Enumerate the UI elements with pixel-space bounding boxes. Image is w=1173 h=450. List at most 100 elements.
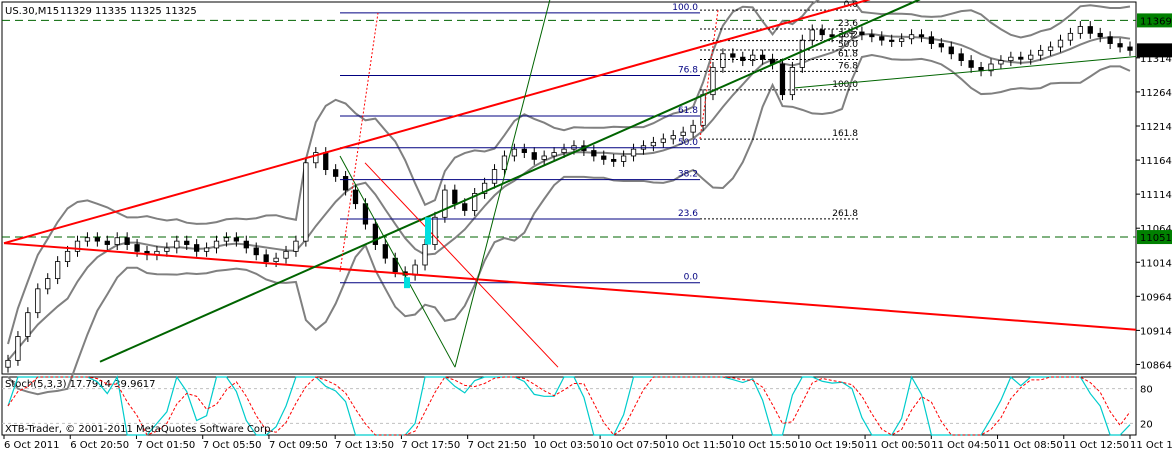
candle-body — [998, 60, 1004, 65]
fib-level-label: 61.8 — [678, 106, 698, 116]
stoch-signal-line — [7, 376, 1131, 436]
candle-body — [750, 54, 756, 61]
red-fan-line — [364, 162, 559, 368]
x-tick-label: 10 Oct 03:50 — [534, 440, 599, 450]
main-pane-frame — [1, 1, 1137, 375]
y-tick-label: 11164 — [1140, 156, 1172, 167]
candle-body — [164, 247, 170, 252]
candle-body — [303, 162, 309, 242]
candle-body — [233, 237, 240, 242]
candle-body — [551, 152, 557, 157]
candle-body — [1037, 49, 1044, 56]
candle-body — [1087, 26, 1093, 34]
candle-body — [531, 152, 537, 160]
candle-body — [472, 193, 478, 211]
candle-body — [829, 34, 835, 38]
candle-body — [561, 148, 567, 153]
candle-body — [670, 135, 676, 140]
candle-body — [730, 53, 736, 58]
candle-body — [333, 169, 339, 177]
candle-body — [462, 203, 468, 211]
y-tick-label: 10864 — [1140, 360, 1172, 371]
x-tick-label: 10 Oct 15:50 — [733, 440, 798, 450]
candle-body — [55, 261, 61, 280]
price-tag-box — [1137, 230, 1172, 245]
price-tag-box — [1137, 13, 1172, 28]
candle-body — [869, 34, 875, 38]
candle-body — [243, 240, 249, 249]
candle-body — [1057, 39, 1064, 48]
x-tick-label: 7 Oct 01:50 — [136, 440, 195, 450]
cyan-marker — [425, 217, 431, 245]
green-fan-line — [339, 155, 456, 368]
y-tick-label: 11214 — [1140, 122, 1172, 133]
candle-body — [442, 189, 448, 218]
y-tick-label: 11314 — [1140, 54, 1172, 65]
candle-body — [5, 359, 11, 368]
fib-level-label: 38.2 — [678, 170, 698, 180]
price-tag-label: 11051 — [1140, 233, 1172, 244]
candle-body — [799, 39, 805, 68]
candle-body — [64, 250, 71, 262]
candle-body — [1028, 54, 1034, 60]
candle-body — [45, 278, 51, 290]
price-tag-label: 11369 — [1140, 16, 1172, 27]
candle-body — [879, 36, 885, 41]
y-tick-label: 11064 — [1140, 224, 1172, 235]
y-tick-label: 11014 — [1140, 258, 1172, 269]
candle-body — [898, 38, 905, 42]
red-dotted-swing-line — [699, 10, 719, 140]
chart-symbol-title: US.30,M15 — [5, 6, 59, 17]
oscillator-level-label: 80 — [1140, 385, 1153, 396]
oscillator-pane-frame — [1, 376, 1137, 436]
candle-body — [74, 240, 81, 252]
candle-body — [452, 189, 458, 205]
candle-body — [342, 176, 349, 191]
fib-level-label: 100.0 — [672, 3, 698, 13]
fib-extension-label: 50.0 — [838, 40, 858, 50]
red-upper-trendline — [3, 0, 871, 245]
x-tick-label: 11 Oct 04:50 — [931, 440, 996, 450]
candle-body — [84, 237, 91, 242]
green-steep-line — [454, 0, 551, 368]
x-tick-label: 7 Oct 09:50 — [269, 440, 328, 450]
candle-body — [809, 29, 815, 41]
candle-body — [928, 36, 935, 44]
candle-body — [740, 56, 746, 61]
x-tick-label: 7 Oct 13:50 — [335, 440, 394, 450]
candle-body — [859, 31, 865, 36]
x-tick-label: 7 Oct 21:50 — [468, 440, 527, 450]
candle-body — [630, 148, 637, 157]
candle-body — [382, 244, 388, 259]
candle-body — [1097, 32, 1103, 38]
candle-body — [591, 150, 597, 157]
candle-body — [25, 312, 31, 337]
candle-body — [511, 148, 518, 157]
fib-level-label: 76.8 — [678, 65, 698, 75]
candle-body — [352, 189, 359, 205]
candle-body — [1127, 46, 1133, 51]
x-tick-label: 10 Oct 11:50 — [666, 440, 731, 450]
candle-body — [720, 53, 726, 68]
candle-body — [293, 240, 299, 252]
candle-body — [968, 60, 974, 68]
fib-level-label: 23.6 — [678, 209, 698, 219]
candle-body — [501, 155, 508, 171]
y-tick-label: 11264 — [1140, 88, 1172, 99]
candle-body — [313, 152, 319, 164]
candle-body — [988, 63, 994, 72]
fib-extension-label: 161.8 — [832, 129, 858, 139]
bollinger-upper-band — [7, 0, 1131, 345]
candle-body — [1067, 32, 1074, 41]
candle-body — [283, 250, 289, 259]
y-tick-label: 11114 — [1140, 190, 1172, 201]
x-tick-label: 11 Oct 16:50 — [1130, 440, 1173, 450]
current-price-label: 11325 — [1140, 46, 1172, 57]
x-tick-label: 7 Oct 05:50 — [203, 440, 262, 450]
candle-body — [541, 155, 547, 160]
candle-body — [948, 46, 954, 55]
fib-level-label: 50.0 — [678, 138, 698, 148]
x-tick-label: 6 Oct 20:50 — [70, 440, 129, 450]
